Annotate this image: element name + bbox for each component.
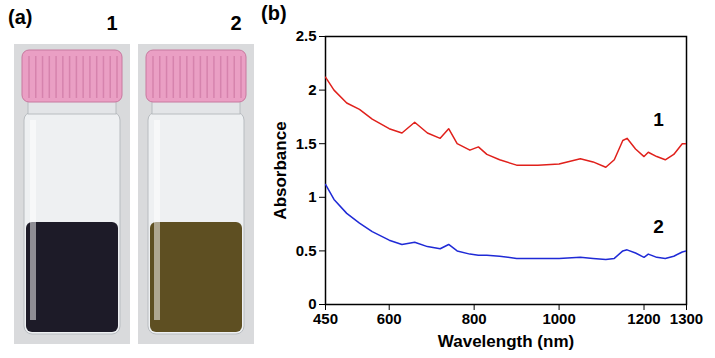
svg-text:2: 2 xyxy=(308,81,316,98)
svg-text:Absorbance: Absorbance xyxy=(271,121,290,219)
svg-text:2.5: 2.5 xyxy=(296,27,317,44)
svg-text:600: 600 xyxy=(377,310,402,327)
svg-text:450: 450 xyxy=(313,310,338,327)
svg-text:800: 800 xyxy=(462,310,487,327)
svg-text:0.5: 0.5 xyxy=(296,242,317,259)
svg-text:1.5: 1.5 xyxy=(296,135,317,152)
svg-text:1: 1 xyxy=(653,109,664,130)
svg-text:Wavelength (nm): Wavelength (nm) xyxy=(438,332,574,351)
svg-text:2: 2 xyxy=(230,12,241,34)
svg-text:2: 2 xyxy=(653,216,664,237)
html-text:(b): (b) xyxy=(261,2,287,24)
svg-text:1200: 1200 xyxy=(627,310,660,327)
svg-text:1: 1 xyxy=(106,12,117,34)
svg-text:(a): (a) xyxy=(8,6,32,28)
svg-text:0: 0 xyxy=(308,295,317,313)
svg-text:1: 1 xyxy=(308,188,316,205)
svg-text:1000: 1000 xyxy=(542,310,575,327)
svg-text:1300: 1300 xyxy=(670,310,703,327)
